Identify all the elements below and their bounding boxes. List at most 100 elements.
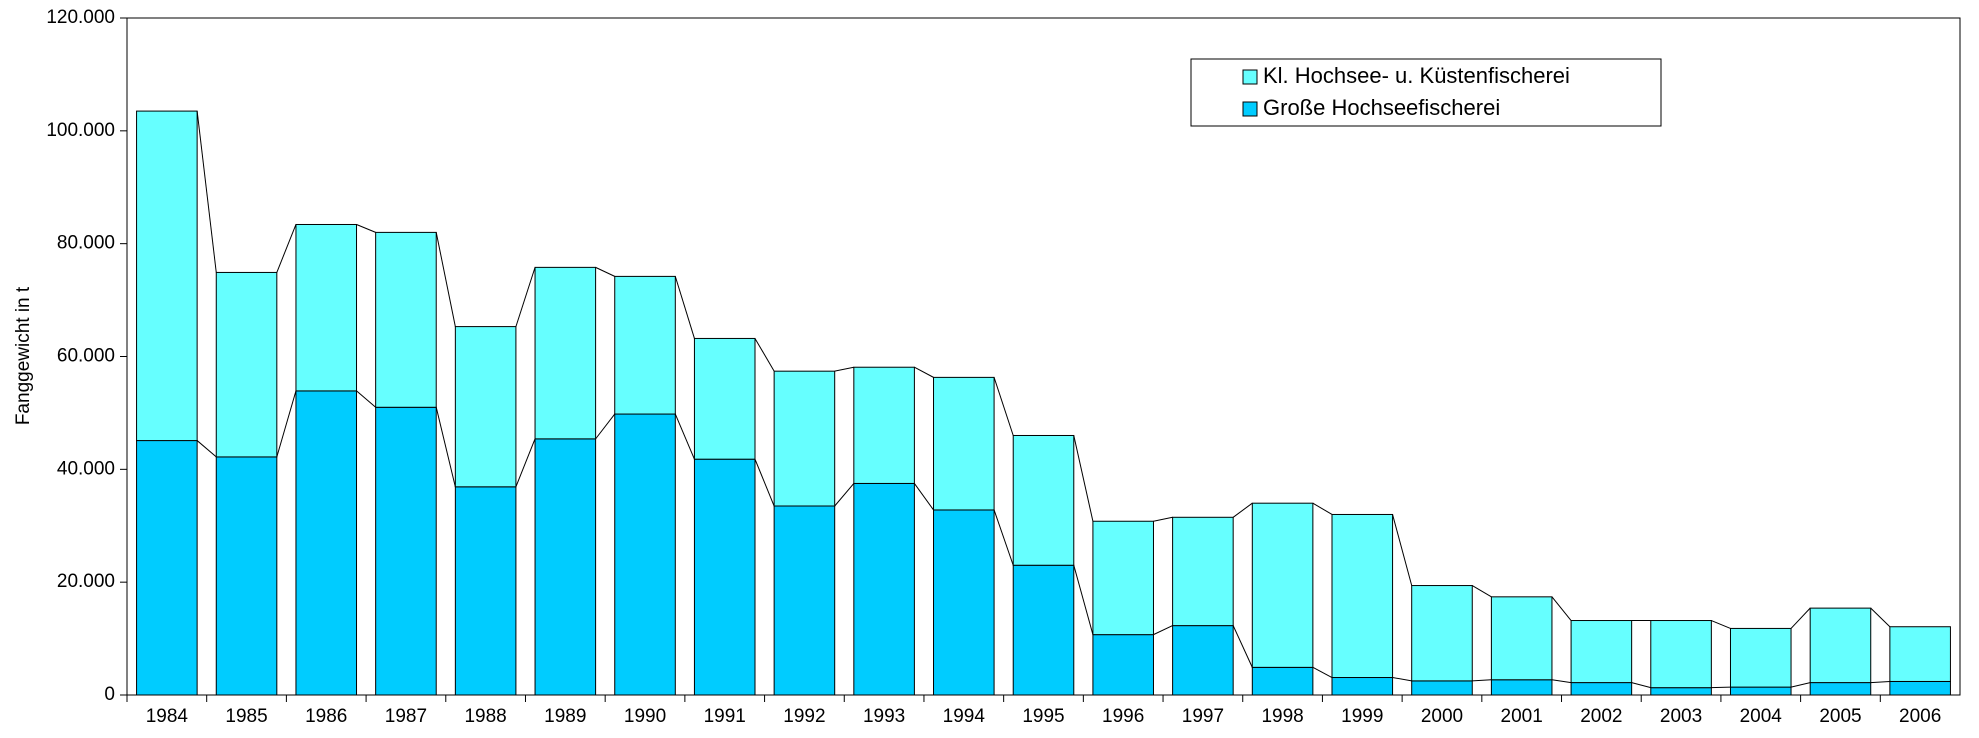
bar <box>1809 607 1872 684</box>
bar <box>1172 625 1234 696</box>
bar <box>1650 687 1712 696</box>
series-connector <box>1472 679 1492 682</box>
bar <box>295 223 358 392</box>
x-tick-label: 1988 <box>464 706 506 727</box>
series-connector <box>913 483 934 511</box>
bar <box>1092 520 1154 636</box>
series-connector <box>1551 679 1572 684</box>
series-connector <box>1312 666 1333 678</box>
series-connector <box>1153 625 1173 636</box>
series-connector <box>435 407 456 487</box>
series-connector <box>276 390 297 458</box>
series-connector <box>754 338 775 372</box>
legend-swatch <box>1242 69 1258 85</box>
x-tick-label: 1989 <box>544 706 586 727</box>
bar <box>1331 677 1394 696</box>
x-tick-label: 1984 <box>146 706 189 727</box>
y-tick-label: 40.000 <box>57 458 115 479</box>
series-connector <box>1870 680 1890 684</box>
bar <box>693 337 756 460</box>
bar <box>853 482 915 696</box>
bar <box>1729 627 1792 688</box>
legend-label: Kl. Hochsee- u. Küstenfischerei <box>1263 63 1570 88</box>
bar <box>853 366 915 484</box>
y-tick-label: 0 <box>104 684 115 705</box>
x-tick-label: 2000 <box>1421 706 1463 727</box>
bar <box>534 266 597 440</box>
series-connector <box>834 366 854 372</box>
legend-box <box>1190 58 1662 127</box>
bar <box>693 458 756 696</box>
y-tick-label: 80.000 <box>57 233 115 254</box>
x-tick-label: 1993 <box>863 706 905 727</box>
bar <box>1809 682 1872 696</box>
bar <box>215 456 278 696</box>
series-connector <box>914 366 934 378</box>
bar <box>614 275 676 415</box>
bar <box>1889 626 1951 682</box>
series-connector <box>356 224 376 233</box>
x-tick-label: 1994 <box>943 706 986 727</box>
bar <box>375 231 437 408</box>
series-connector <box>276 224 297 273</box>
bar <box>136 440 198 696</box>
bar <box>295 390 358 696</box>
legend-label: Große Hochseefischerei <box>1263 95 1500 120</box>
x-tick-label: 1991 <box>704 706 746 727</box>
x-tick-label: 2006 <box>1899 706 1941 727</box>
x-tick-label: 2001 <box>1501 706 1543 727</box>
bar <box>1570 682 1633 696</box>
bar <box>1411 585 1473 682</box>
y-tick-label: 120.000 <box>46 7 115 28</box>
x-tick-label: 2005 <box>1819 706 1861 727</box>
bar <box>454 326 517 488</box>
series-connector <box>1790 607 1811 629</box>
y-tick-label: 20.000 <box>57 571 115 592</box>
bar <box>454 486 517 696</box>
x-tick-label: 1992 <box>783 706 825 727</box>
series-connector <box>515 267 536 327</box>
x-tick-label: 2003 <box>1660 706 1702 727</box>
x-tick-label: 1995 <box>1022 706 1064 727</box>
series-connector <box>196 440 217 458</box>
series-connector <box>1232 502 1253 518</box>
bar <box>1490 679 1553 696</box>
x-tick-label: 1990 <box>624 706 666 727</box>
series-connector <box>1631 682 1651 689</box>
series-connector <box>993 509 1014 566</box>
x-tick-label: 1987 <box>385 706 427 727</box>
series-connector <box>1073 565 1094 635</box>
series-connector <box>1472 585 1492 598</box>
series-connector <box>993 377 1014 436</box>
x-tick-label: 2002 <box>1580 706 1622 727</box>
series-connector <box>1551 596 1572 621</box>
bar <box>534 438 597 696</box>
series-connector <box>196 111 217 273</box>
bar <box>1650 620 1712 689</box>
bar <box>933 509 995 696</box>
x-tick-label: 1998 <box>1261 706 1303 727</box>
bar <box>1251 502 1314 668</box>
series-connector <box>1312 502 1333 515</box>
bar <box>1729 686 1792 696</box>
x-tick-label: 1999 <box>1341 706 1383 727</box>
series-connector <box>674 413 695 460</box>
bar <box>1012 564 1075 696</box>
bar <box>1172 516 1234 627</box>
y-axis-label: Fanggewicht in t <box>13 286 34 425</box>
x-tick-label: 1997 <box>1182 706 1224 727</box>
x-tick-label: 1985 <box>225 706 267 727</box>
bar <box>1251 666 1314 696</box>
series-connector <box>435 232 456 327</box>
series-connector <box>674 276 695 339</box>
bar <box>1889 680 1951 696</box>
x-tick-label: 1986 <box>305 706 347 727</box>
series-connector <box>754 458 775 507</box>
series-connector <box>1711 686 1731 689</box>
bar <box>1012 434 1075 566</box>
series-connector <box>834 483 855 507</box>
bar <box>136 110 198 442</box>
bar <box>215 271 278 458</box>
